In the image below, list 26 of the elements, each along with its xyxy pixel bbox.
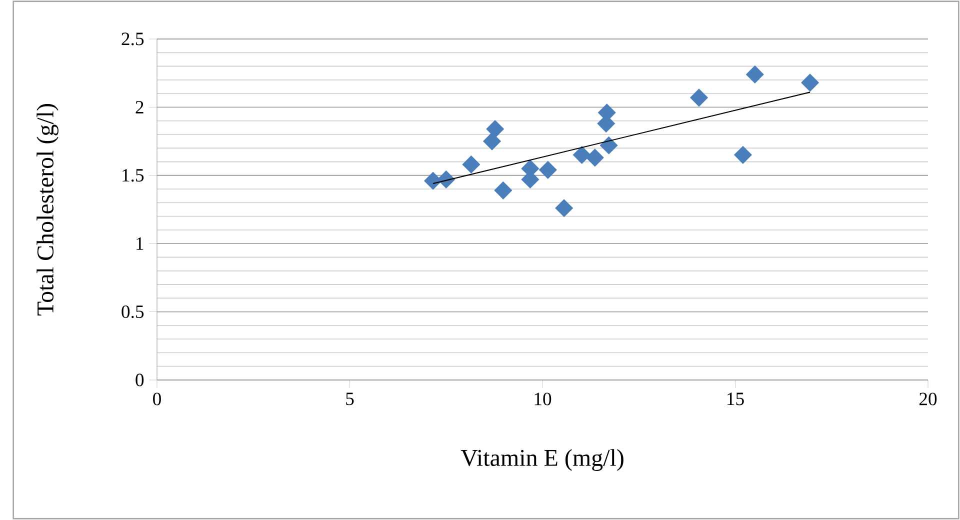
- point: [555, 199, 574, 218]
- x-tick-label: 20: [919, 392, 937, 406]
- y-tick-label: 2: [136, 101, 144, 114]
- point: [486, 120, 504, 138]
- x-tick-label: 0: [153, 392, 161, 406]
- point: [690, 88, 708, 107]
- point: [483, 132, 501, 150]
- y-tick-label: 0: [136, 374, 144, 386]
- x-tick-label: 15: [728, 392, 744, 406]
- x-axis-title: Vitamin E (mg/l): [460, 449, 624, 471]
- point: [586, 148, 604, 167]
- point: [462, 156, 480, 174]
- y-tick-label: 2.5: [122, 32, 144, 46]
- point: [746, 66, 764, 84]
- point: [600, 136, 618, 154]
- y-axis-title: Total Cholesterol (g/l): [36, 104, 58, 316]
- x-tick-label: 5: [346, 392, 354, 406]
- point: [572, 146, 591, 164]
- x-tick-label: 10: [534, 392, 552, 406]
- y-tick-label: 1: [136, 237, 144, 250]
- point: [801, 74, 819, 92]
- y-tick-label: 0.5: [122, 305, 144, 318]
- point: [734, 146, 752, 164]
- y-tick-label: 1.5: [122, 169, 144, 182]
- point: [494, 181, 512, 200]
- point: [538, 160, 557, 179]
